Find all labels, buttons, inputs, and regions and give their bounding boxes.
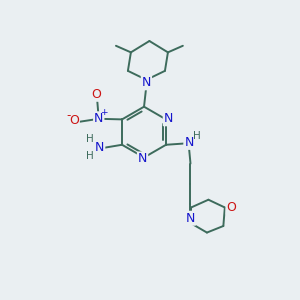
Text: +: + xyxy=(100,108,108,117)
Text: H: H xyxy=(86,151,94,161)
Text: O: O xyxy=(69,114,79,128)
Text: N: N xyxy=(142,76,151,89)
Text: O: O xyxy=(226,201,236,214)
Text: N: N xyxy=(138,152,147,166)
Text: -: - xyxy=(67,109,71,122)
Text: O: O xyxy=(91,88,101,101)
Text: H: H xyxy=(193,131,201,141)
Text: H: H xyxy=(86,134,94,144)
Text: N: N xyxy=(184,136,194,149)
Text: N: N xyxy=(164,112,173,125)
Text: N: N xyxy=(186,212,195,225)
Text: N: N xyxy=(94,112,104,125)
Text: N: N xyxy=(95,141,104,154)
